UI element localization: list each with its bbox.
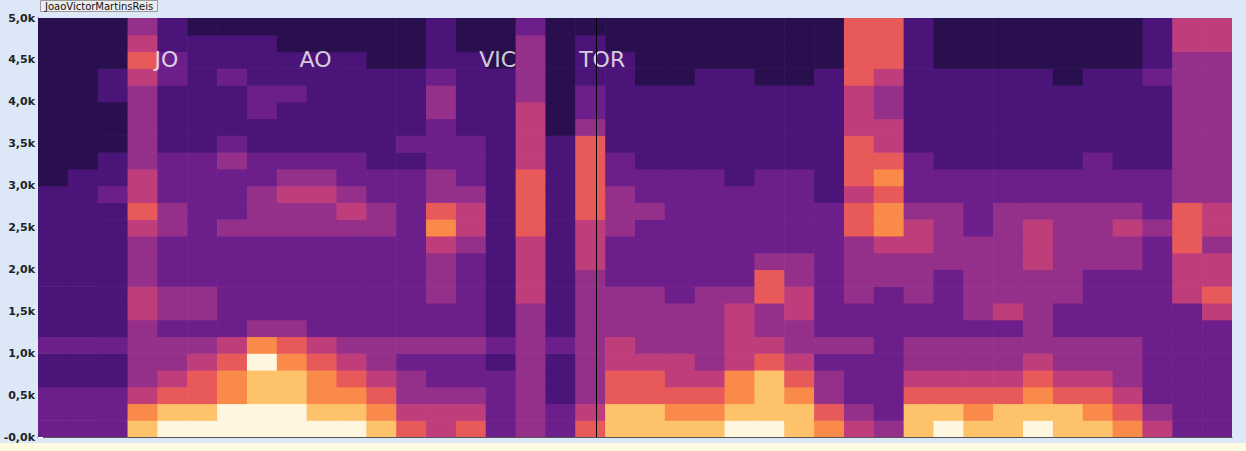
svg-text:3,5k: 3,5k bbox=[8, 137, 35, 150]
svg-text:1,5k: 1,5k bbox=[8, 305, 35, 318]
svg-text:TOR: TOR bbox=[578, 47, 625, 72]
svg-text:0,5k: 0,5k bbox=[8, 389, 35, 402]
svg-text:2,0k: 2,0k bbox=[8, 263, 35, 276]
svg-text:3,0k: 3,0k bbox=[8, 179, 35, 192]
svg-text:1,0k: 1,0k bbox=[8, 347, 35, 360]
svg-text:AO: AO bbox=[300, 47, 332, 72]
svg-text:VIC: VIC bbox=[479, 47, 516, 72]
svg-text:4,5k: 4,5k bbox=[8, 53, 35, 66]
svg-text:2,5k: 2,5k bbox=[8, 221, 35, 234]
svg-text:4,0k: 4,0k bbox=[8, 95, 35, 108]
svg-text:JO: JO bbox=[152, 47, 178, 72]
svg-text:5,0k: 5,0k bbox=[8, 12, 35, 25]
svg-text:JoaoVictorMartinsReis: JoaoVictorMartinsReis bbox=[44, 1, 153, 12]
svg-text:-0,0k: -0,0k bbox=[4, 431, 36, 444]
